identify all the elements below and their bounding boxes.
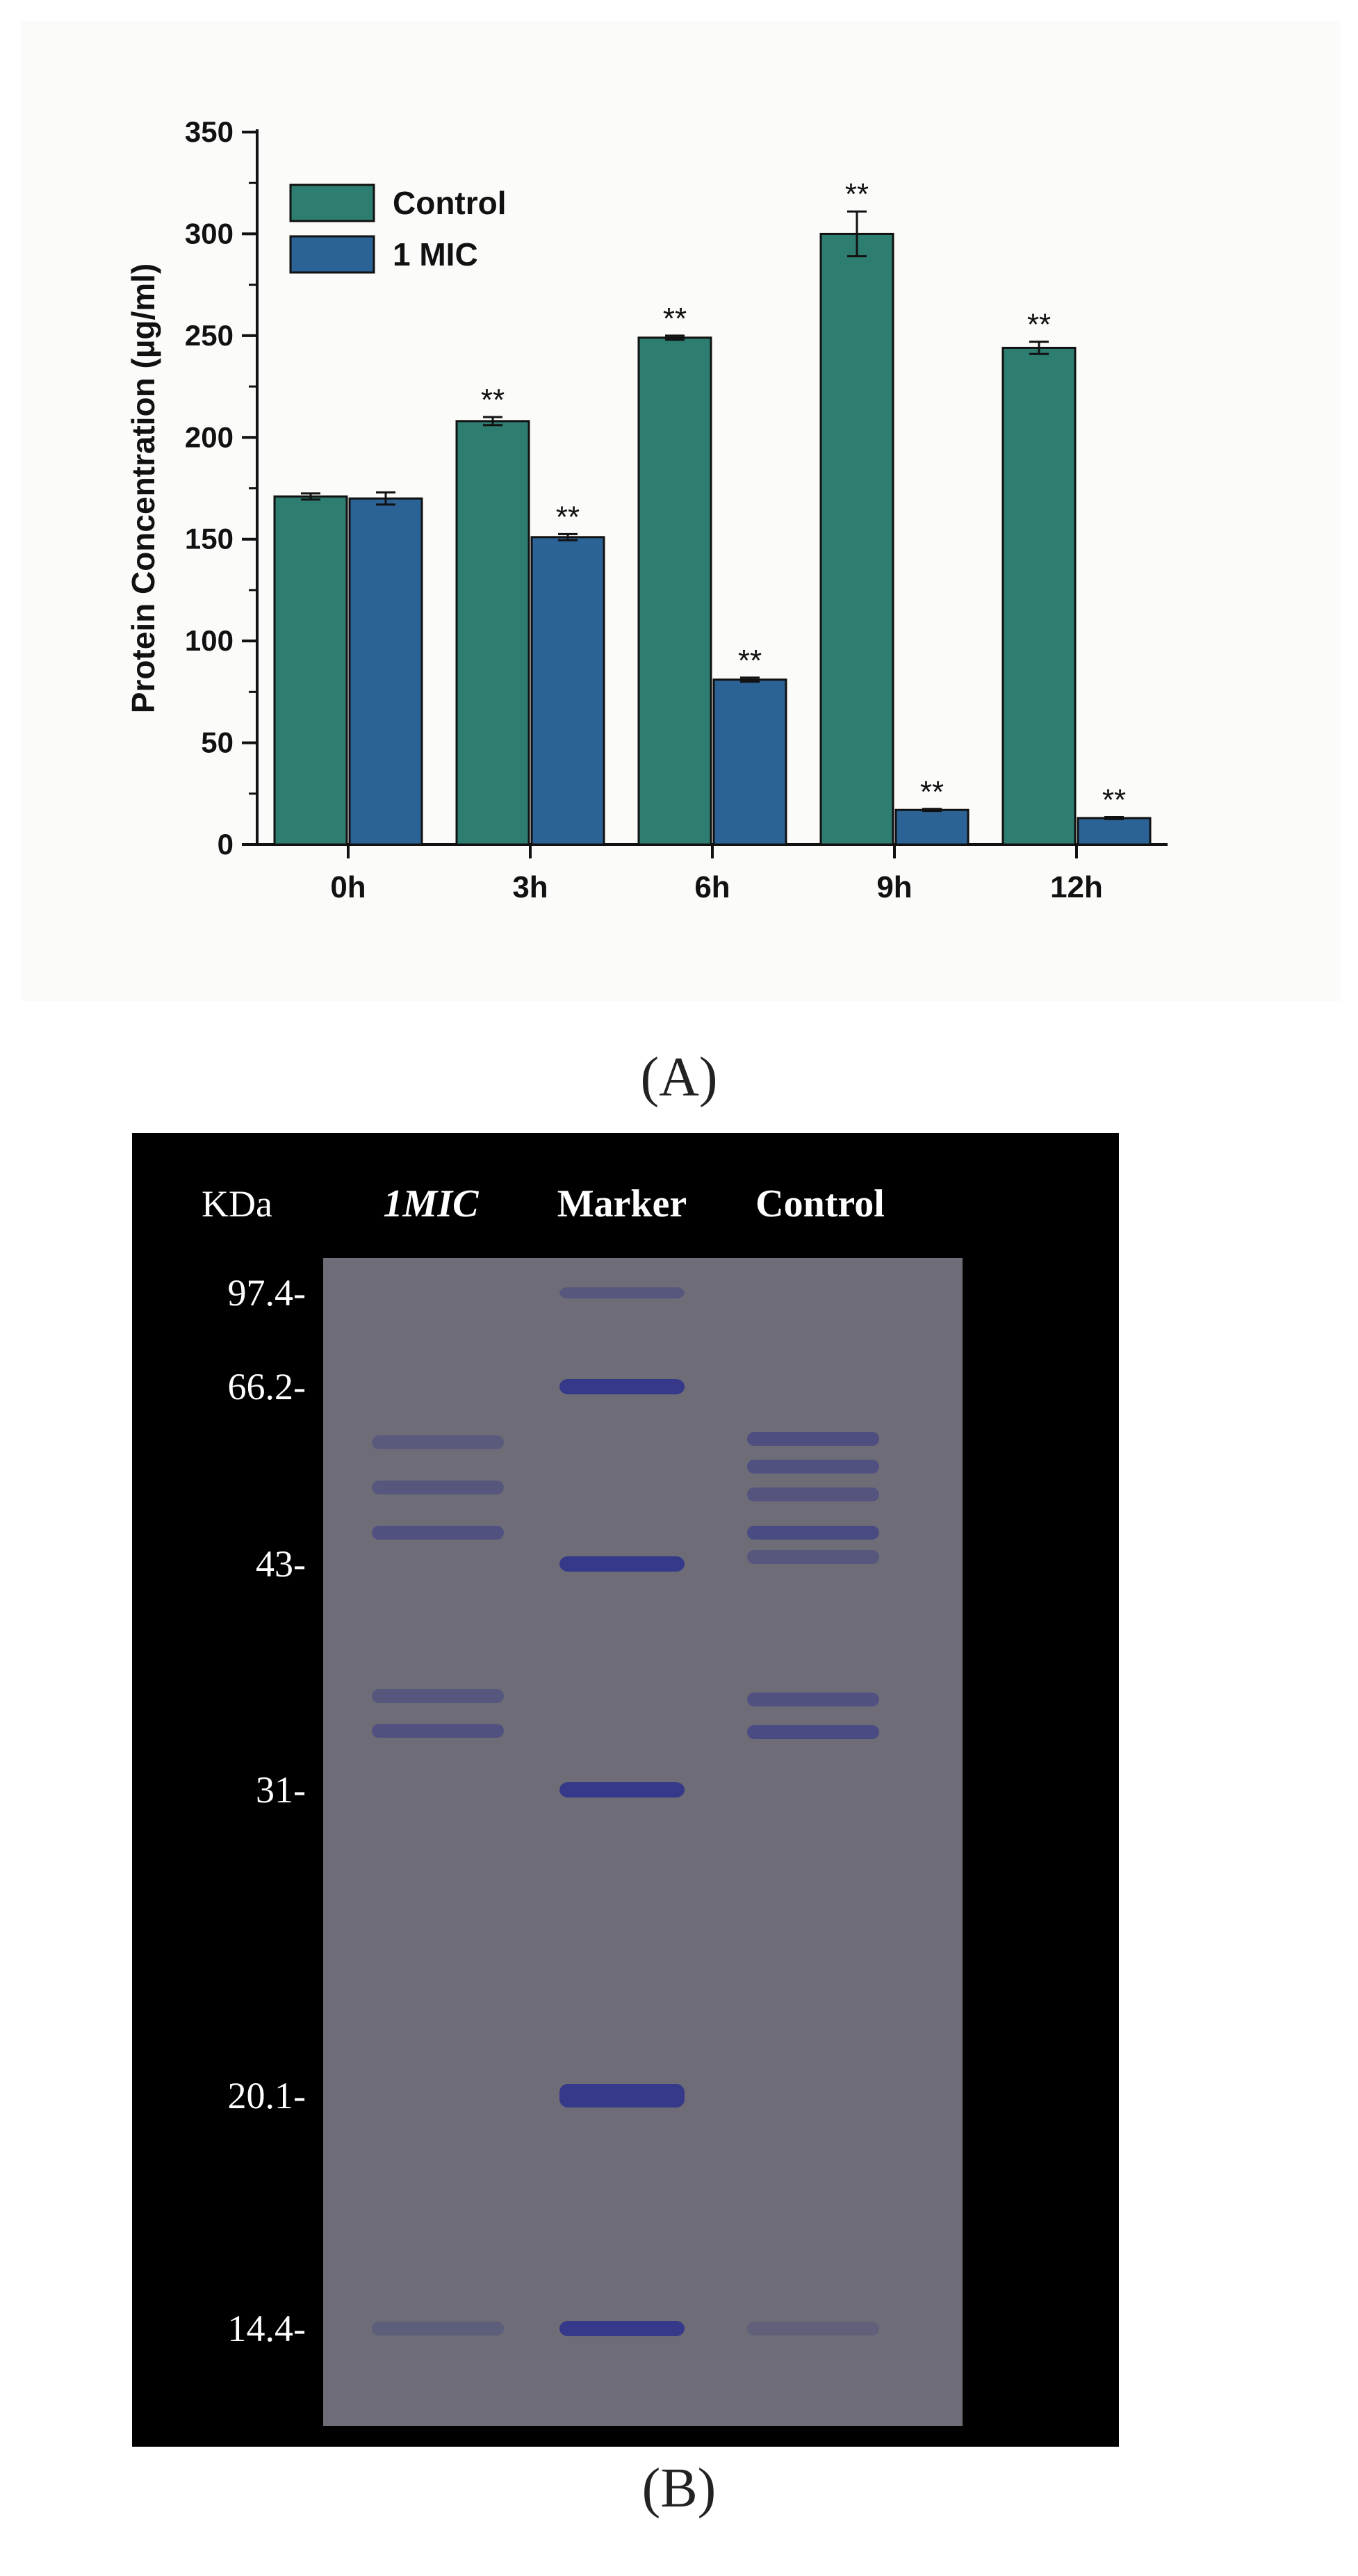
sample-band	[747, 1487, 879, 1501]
gel-membrane	[323, 1258, 963, 2426]
gel-image: KDa 1MIC Marker Control 97.4- 66.2- 43- 31- 20.1…	[132, 1133, 1119, 2447]
bar	[1077, 817, 1152, 846]
lane-label: 1MIC	[384, 1182, 480, 1225]
sample-band	[372, 1724, 504, 1738]
sample-band	[372, 1481, 504, 1494]
marker-label: 31-	[256, 1769, 306, 1811]
significance-label: **	[481, 383, 505, 417]
bar	[1001, 346, 1077, 846]
legend-swatch	[289, 235, 375, 274]
y-tick-label: 0	[218, 828, 234, 861]
kda-label: KDa	[202, 1183, 272, 1225]
significance-label: **	[920, 775, 944, 809]
marker-band	[559, 1782, 685, 1798]
bar	[273, 495, 348, 846]
sample-band	[747, 1725, 879, 1739]
significance-label: **	[845, 177, 869, 211]
lane-label: Marker	[557, 1182, 687, 1225]
sample-band	[747, 1432, 879, 1446]
marker-band	[559, 2321, 685, 2336]
y-tick-label: 300	[185, 217, 234, 250]
marker-label: 97.4-	[228, 1272, 306, 1314]
sds-page-gel: KDa 1MIC Marker Control 97.4- 66.2- 43- 31- 20.1…	[132, 1133, 1119, 2447]
y-tick-label: 100	[185, 624, 234, 657]
caption-a: (A)	[640, 1047, 718, 1108]
bar-chart: 0 50 100 150 200 250 300 350 Protein Concentrati…	[125, 115, 1168, 904]
sample-band	[747, 1693, 879, 1706]
significance-label: **	[556, 500, 580, 534]
caption-b: (B)	[641, 2458, 717, 2519]
marker-band	[559, 1379, 685, 1394]
bar	[712, 678, 787, 846]
marker-label: 43-	[256, 1543, 306, 1585]
y-tick-label: 350	[185, 115, 234, 148]
y-tick-label: 150	[185, 523, 234, 555]
y-tick-label: 250	[185, 319, 234, 352]
sample-band	[372, 1689, 504, 1703]
y-axis-label: Protein Concentration (µg/ml)	[125, 263, 161, 714]
marker-band	[559, 2084, 685, 2108]
x-tick-label: 3h	[512, 870, 548, 904]
sample-band	[747, 1526, 879, 1540]
bar	[455, 420, 530, 846]
legend-swatch	[289, 184, 375, 222]
y-tick-label: 50	[201, 726, 234, 759]
x-tick-label: 0h	[330, 870, 366, 904]
x-tick-label: 6h	[694, 870, 730, 904]
bar	[530, 536, 605, 846]
marker-label: 20.1-	[228, 2075, 306, 2117]
sample-band	[372, 1435, 504, 1449]
legend-label: 1 MIC	[393, 236, 478, 272]
lane-label: Control	[755, 1182, 885, 1225]
sample-band	[747, 1550, 879, 1564]
bar	[637, 336, 712, 846]
legend-label: Control	[393, 185, 507, 221]
x-tick-label: 9h	[876, 870, 912, 904]
marker-band	[559, 1556, 685, 1572]
significance-label: **	[1102, 783, 1126, 817]
significance-label: **	[1027, 308, 1051, 342]
sample-band	[747, 2322, 879, 2335]
marker-label: 66.2-	[228, 1366, 306, 1408]
y-tick-label: 200	[185, 421, 234, 453]
significance-label: **	[663, 302, 687, 336]
marker-label: 14.4-	[228, 2308, 306, 2349]
sample-band	[372, 1526, 504, 1540]
bar	[819, 232, 894, 846]
x-tick-label: 12h	[1050, 870, 1103, 904]
bar	[894, 808, 970, 846]
sample-band	[747, 1460, 879, 1474]
sample-band	[372, 2322, 504, 2335]
significance-label: **	[738, 644, 762, 678]
marker-band	[559, 1287, 685, 1298]
bar	[348, 497, 423, 846]
